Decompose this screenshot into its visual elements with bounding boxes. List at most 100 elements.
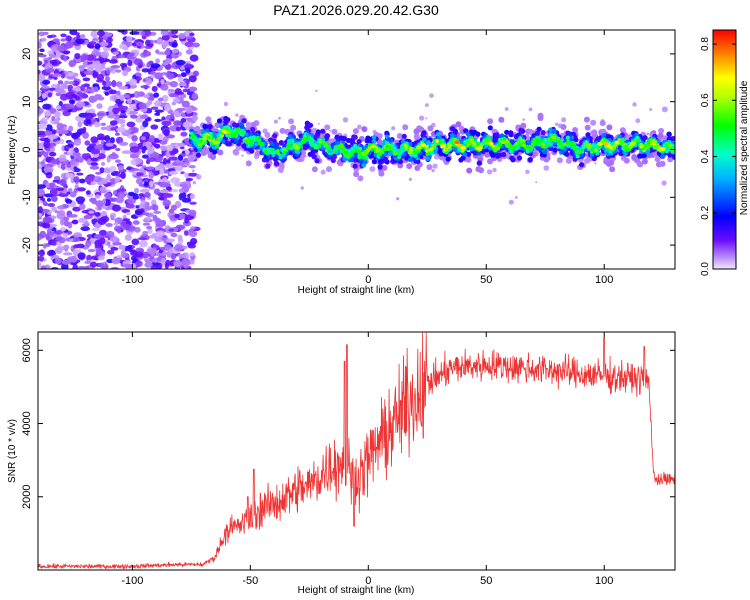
heatmap-cell	[509, 155, 515, 161]
heatmap-cell	[314, 158, 320, 164]
heatmap-cell	[109, 120, 118, 126]
heatmap-cell	[263, 154, 269, 159]
heatmap-cell	[144, 206, 154, 210]
heatmap-cell	[501, 151, 507, 158]
heatmap-cell	[106, 32, 113, 37]
heatmap-cell	[476, 160, 482, 166]
heatmap-cell	[105, 76, 110, 82]
heatmap-cell	[159, 140, 168, 145]
heatmap-cell	[38, 107, 44, 115]
heatmap-cell	[38, 184, 46, 189]
heatmap-cell	[153, 143, 159, 148]
heatmap-cell	[101, 210, 107, 217]
heatmap-cell	[278, 140, 284, 146]
heatmap-cell	[143, 181, 149, 187]
heatmap-cell	[70, 133, 77, 138]
heatmap-cell	[254, 142, 259, 147]
heatmap-cell	[66, 163, 72, 168]
heatmap-cell	[402, 152, 407, 157]
heatmap-cell	[74, 53, 81, 60]
heatmap-cell	[527, 157, 533, 163]
heatmap-cell	[57, 158, 67, 162]
heatmap-cell	[155, 220, 165, 228]
heatmap-cell	[82, 77, 91, 82]
heatmap-cell	[163, 129, 170, 137]
heatmap-cell	[89, 165, 100, 170]
heatmap-cell	[324, 124, 331, 131]
heatmap-cell	[462, 151, 467, 157]
heatmap-cell	[73, 166, 78, 170]
heatmap-cell	[188, 75, 197, 83]
heatmap-cell	[188, 38, 196, 43]
heatmap-cell	[40, 160, 46, 167]
heatmap-cell	[508, 132, 514, 138]
heatmap-cell	[666, 131, 672, 137]
heatmap-cell	[88, 61, 93, 65]
heatmap-cell	[129, 146, 140, 153]
heatmap-cell	[159, 168, 165, 176]
heatmap-cell	[499, 133, 505, 138]
heatmap-cell	[646, 132, 650, 136]
heatmap-cell	[254, 150, 261, 157]
heatmap-cell	[170, 177, 180, 184]
heatmap-cell	[157, 133, 164, 141]
heatmap-cell	[552, 128, 557, 134]
heatmap-cell	[63, 55, 68, 62]
heatmap-cell	[88, 95, 98, 103]
heatmap-cell	[85, 190, 91, 195]
heatmap-cell	[84, 88, 94, 93]
heatmap-cell	[439, 138, 444, 143]
heatmap-cell	[427, 125, 434, 132]
heatmap-cell	[311, 166, 318, 173]
heatmap-cell	[100, 51, 110, 59]
heatmap-cell	[133, 58, 143, 66]
heatmap-cell	[150, 250, 156, 257]
heatmap-cell	[146, 166, 155, 171]
heatmap-cell	[472, 150, 478, 156]
heatmap-cell	[144, 262, 153, 268]
heatmap-cell	[104, 91, 110, 96]
heatmap-cell	[129, 52, 135, 57]
heatmap-cell	[171, 101, 176, 106]
heatmap-cell	[420, 132, 426, 138]
heatmap-cell	[223, 115, 229, 122]
heatmap-cell	[525, 149, 530, 154]
heatmap-cell	[174, 110, 179, 118]
heatmap-cell	[114, 217, 123, 225]
heatmap-cell	[69, 158, 77, 166]
heatmap-cell	[97, 217, 107, 225]
heatmap-cell	[78, 65, 85, 72]
heatmap-cell	[106, 250, 115, 255]
heatmap-cell	[95, 200, 104, 207]
heatmap-cell	[189, 32, 195, 37]
heatmap-cell	[97, 255, 105, 261]
heatmap-cell	[525, 169, 530, 174]
heatmap-cell	[167, 88, 175, 93]
heatmap-cell	[88, 210, 95, 214]
heatmap-cell	[132, 220, 140, 225]
heatmap-cell	[132, 171, 138, 176]
heatmap-cell	[357, 155, 362, 160]
heatmap-cell	[353, 143, 358, 148]
heatmap-cell	[606, 134, 612, 140]
heatmap-cell	[225, 141, 231, 147]
figure-title: PAZ1.2026.029.20.42.G30	[273, 2, 439, 18]
heatmap-cell	[87, 67, 94, 72]
heatmap-cell	[579, 154, 585, 159]
heatmap-cell	[369, 166, 376, 172]
heatmap-cell	[142, 230, 149, 236]
heatmap-cell	[200, 129, 206, 134]
heatmap-cell	[84, 176, 94, 183]
heatmap-cell	[80, 84, 85, 92]
heatmap-cell	[63, 184, 69, 189]
heatmap-cell	[54, 247, 63, 254]
heatmap-cell	[435, 131, 441, 137]
heatmap-cell	[202, 123, 208, 129]
heatmap-cell	[166, 145, 173, 152]
heatmap-cell	[307, 122, 313, 128]
heatmap-cell	[182, 121, 190, 128]
heatmap-cell	[171, 48, 179, 54]
heatmap-cell	[195, 174, 202, 180]
heatmap-cell	[96, 74, 105, 81]
heatmap-cell	[73, 152, 78, 159]
